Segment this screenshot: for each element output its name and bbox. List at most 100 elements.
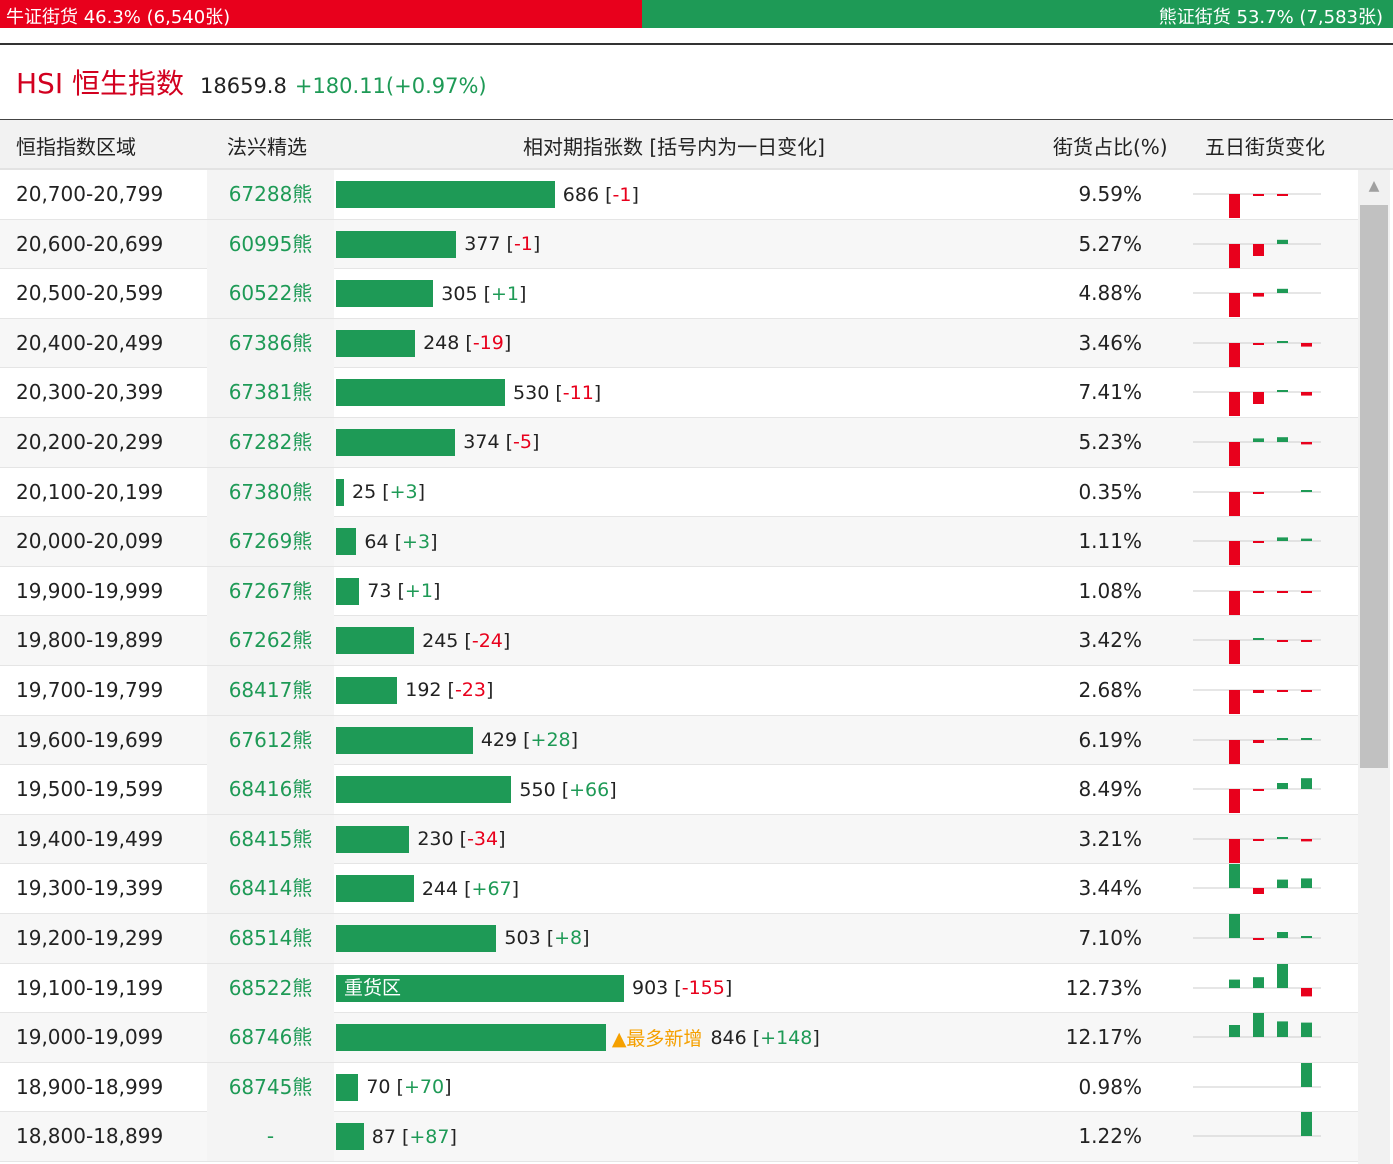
most-added-tag: ▲最多新增 [611,1028,703,1051]
sparkline-bar [1253,243,1264,256]
warrant-code-link[interactable]: 68417熊 [207,665,334,715]
sparkline-bar [1277,590,1288,593]
table-row: 18,800-18,899 - 87 [+87] 1.22% [0,1112,1358,1162]
warrant-code-link[interactable]: 60995熊 [207,219,334,269]
count-cell: 230 [-34] [336,825,506,853]
count-value: 192 [-23] [405,679,494,702]
share-cell: 7.41% [1078,380,1142,405]
sparkline-bar [1277,194,1288,196]
warrant-code-link[interactable]: 68522熊 [207,963,334,1013]
count-bar [336,776,512,804]
warrant-code-link[interactable]: 68514熊 [207,913,334,963]
sparkline-bar [1277,783,1288,790]
warrant-code-link[interactable]: 67262熊 [207,616,334,666]
warrant-code-link[interactable]: 67282熊 [207,417,334,467]
warrant-code-link[interactable]: 67381熊 [207,368,334,418]
sparkline-bar [1301,1112,1312,1137]
count-number: 429 [480,729,518,752]
range-cell: 19,200-19,299 [16,925,164,950]
sparkline-bar [1301,935,1312,938]
warrant-code-link[interactable]: 67386熊 [207,318,334,368]
share-cell: 1.11% [1078,529,1142,554]
sparkline-bar [1253,689,1264,693]
sparkline-bar [1301,489,1312,492]
count-value: 70 [+70] [366,1076,452,1099]
delta-value: -5 [513,431,532,454]
warrant-code-link[interactable]: 67380熊 [207,467,334,517]
warrant-code-link[interactable]: 67612熊 [207,715,334,765]
col-header-pick: 法兴精选 [227,135,307,159]
range-cell: 20,600-20,699 [16,231,164,256]
range-cell: 20,500-20,599 [16,281,164,306]
index-value: 18659.8 [200,74,287,98]
warrant-code-link[interactable]: 68416熊 [207,765,334,815]
delta-value: +67 [471,877,512,900]
range-cell: 19,500-19,599 [16,777,164,802]
count-number: 192 [405,679,442,702]
count-number: 903 [632,977,669,999]
count-bar [336,924,497,952]
count-cell: 25 [+3] [336,478,425,506]
range-cell: 19,300-19,399 [16,876,164,901]
warrant-code-link[interactable]: 68415熊 [207,814,334,864]
warrant-code-link[interactable]: 68414熊 [207,864,334,914]
col-header-count: 相对期指张数 [括号内为一日变化] [523,135,825,159]
count-value: 248 [-19] [423,332,512,355]
range-cell: 19,800-19,899 [16,628,164,653]
count-value: 374 [-5] [463,431,540,454]
count-bar [336,280,434,308]
count-cell: 377 [-1] [336,230,540,258]
sparkline-bar [1229,194,1240,218]
warrant-code-link[interactable]: 60522熊 [207,269,334,319]
share-cell: 3.21% [1078,826,1142,851]
warrant-code-link[interactable]: 68746熊 [207,1013,334,1063]
bull-label: 牛证街货 46.3% (6,540张) [6,7,231,28]
table-row: 20,200-20,299 67282熊 374 [-5] 5.23% [0,417,1358,468]
sparkline-bar [1301,590,1312,593]
warrant-code-link[interactable]: 67288熊 [207,170,334,219]
sparkline-bar [1301,838,1312,842]
table-row: 20,100-20,199 67380熊 25 [+3] 0.35% [0,467,1358,518]
delta-value: +1 [490,282,519,305]
sparkline-bar [1229,913,1240,938]
warrant-code-link[interactable]: 67269熊 [207,517,334,567]
share-cell: 3.46% [1078,330,1142,355]
delta-value: -24 [471,629,503,652]
sparkline-bar [1301,878,1312,889]
sparkline-bar [1277,737,1288,740]
count-number: 73 [367,580,392,603]
table-row: 19,700-19,799 68417熊 192 [-23] 2.68% [0,665,1358,716]
count-cell: 244 [+67] [336,875,519,903]
count-number: 503 [504,927,541,950]
five-day-sparkline [1193,537,1321,566]
five-day-sparkline [1193,778,1321,814]
count-cell: 374 [-5] [336,428,540,456]
table-header: 恒指指数区域 法兴精选 相对期指张数 [括号内为一日变化] 街货占比(%) 五日… [0,120,1393,170]
count-value: 64 [+3] [364,530,438,553]
count-number: 25 [352,481,377,504]
triangle-up-icon[interactable]: ▲ [1368,178,1380,194]
sparkline-bar [1229,243,1240,268]
sparkline-bar [1253,888,1264,895]
sparkline-bar [1253,438,1264,442]
count-value: 429 [+28] [480,729,579,752]
share-cell: 3.42% [1078,628,1142,653]
five-day-sparkline [1193,913,1321,940]
warrant-code-link[interactable]: 67267熊 [207,566,334,616]
count-cell: 73 [+1] [336,577,440,605]
scrollbar-thumb[interactable] [1360,205,1388,768]
table-row: 20,500-20,599 60522熊 305 [+1] 4.88% [0,269,1358,319]
table-row: 19,000-19,099 68746熊 ▲最多新增 846 [+148] 12.17% [0,1013,1358,1063]
count-bar [336,676,398,704]
table-row: 20,300-20,399 67381熊 530 [-11] 7.41% [0,368,1358,418]
sparkline-bar [1277,390,1288,393]
sparkline-bar [1277,931,1288,938]
delta-value: -1 [513,233,533,256]
sparkline-bar [1229,640,1240,665]
five-day-sparkline [1193,836,1321,863]
warrant-code-link[interactable]: 68745熊 [207,1062,334,1112]
sparkline-bar [1229,979,1240,988]
range-cell: 19,600-19,699 [16,727,164,752]
sparkline-bar [1253,638,1264,641]
count-number: 87 [371,1125,396,1148]
